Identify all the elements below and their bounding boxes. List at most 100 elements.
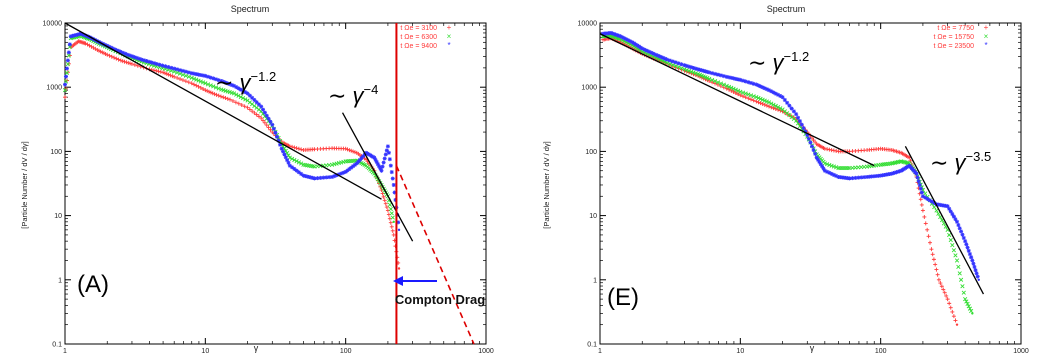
data-point bbox=[349, 148, 354, 153]
data-point bbox=[196, 72, 201, 77]
data-point bbox=[356, 159, 361, 164]
data-point bbox=[243, 90, 248, 95]
data-point bbox=[175, 70, 180, 75]
data-point bbox=[384, 148, 389, 153]
data-point bbox=[670, 62, 675, 68]
data-point bbox=[731, 86, 736, 91]
data-point bbox=[321, 175, 326, 180]
data-point bbox=[231, 83, 236, 88]
legend-marker-icon: + bbox=[984, 23, 989, 32]
data-point bbox=[111, 46, 116, 51]
data-point bbox=[343, 169, 348, 174]
data-point bbox=[380, 191, 385, 196]
data-point bbox=[771, 106, 776, 111]
data-point bbox=[743, 91, 748, 96]
data-point bbox=[330, 174, 335, 179]
data-point bbox=[166, 72, 171, 77]
data-point bbox=[186, 80, 191, 85]
data-point bbox=[729, 88, 734, 93]
data-point bbox=[276, 138, 281, 143]
data-point bbox=[853, 175, 858, 180]
data-point bbox=[234, 85, 239, 90]
data-point bbox=[914, 171, 919, 176]
data-point bbox=[149, 60, 154, 65]
data-point bbox=[829, 163, 834, 168]
data-point bbox=[771, 102, 776, 107]
data-point bbox=[384, 205, 389, 210]
data-point bbox=[799, 122, 804, 127]
data-point bbox=[956, 223, 961, 228]
data-point bbox=[390, 176, 395, 181]
data-point bbox=[624, 37, 629, 42]
data-point bbox=[247, 93, 252, 98]
data-point bbox=[240, 96, 246, 101]
x-axis-label: γ bbox=[810, 343, 815, 353]
data-point bbox=[382, 198, 387, 203]
extrapolation-line bbox=[395, 165, 475, 345]
data-point bbox=[259, 116, 264, 121]
data-point bbox=[975, 274, 980, 279]
y-tick-label: 1000 bbox=[46, 85, 62, 92]
data-point bbox=[640, 46, 645, 51]
data-point bbox=[345, 168, 350, 173]
data-point bbox=[170, 74, 175, 79]
data-point bbox=[180, 72, 186, 77]
data-point bbox=[83, 33, 88, 38]
data-point bbox=[856, 175, 861, 180]
data-point bbox=[231, 91, 237, 96]
data-point bbox=[834, 173, 839, 178]
data-point bbox=[160, 63, 165, 68]
data-point bbox=[718, 73, 723, 78]
data-points bbox=[600, 30, 980, 326]
data-point bbox=[794, 118, 799, 123]
data-point bbox=[612, 32, 617, 37]
data-point bbox=[874, 174, 879, 179]
data-point bbox=[684, 67, 689, 73]
data-point bbox=[122, 59, 127, 64]
data-point bbox=[961, 235, 966, 240]
data-point bbox=[286, 153, 291, 158]
data-point bbox=[299, 147, 304, 152]
data-point bbox=[827, 170, 832, 175]
data-point bbox=[969, 255, 974, 260]
data-point bbox=[929, 199, 934, 204]
data-point bbox=[965, 245, 970, 250]
data-point bbox=[917, 182, 922, 187]
data-point bbox=[208, 83, 213, 88]
data-point bbox=[388, 206, 393, 212]
data-point bbox=[282, 152, 287, 157]
data-point bbox=[891, 171, 896, 176]
data-point bbox=[254, 100, 259, 105]
data-point bbox=[352, 162, 357, 167]
data-point bbox=[64, 70, 70, 75]
data-point bbox=[724, 83, 729, 88]
data-point bbox=[684, 63, 689, 68]
data-point bbox=[129, 61, 134, 66]
data-point bbox=[391, 182, 396, 187]
data-point bbox=[862, 175, 867, 180]
data-point bbox=[218, 94, 223, 99]
legend-entry-label: t Ωe = 3100 bbox=[400, 25, 437, 32]
data-point bbox=[953, 253, 958, 258]
data-point bbox=[262, 110, 267, 115]
compton-drag-annotation: Compton Drag bbox=[393, 276, 485, 307]
data-point bbox=[796, 115, 801, 120]
data-point bbox=[336, 172, 341, 177]
data-point bbox=[113, 47, 118, 52]
data-point bbox=[950, 243, 955, 248]
data-point bbox=[166, 65, 171, 70]
chart-panel-e: Spectrum [Particle Number / dV / dγ] γ 1… bbox=[542, 4, 1029, 354]
data-point bbox=[699, 68, 704, 73]
data-point bbox=[729, 75, 734, 80]
data-point bbox=[820, 164, 825, 169]
data-point bbox=[785, 100, 790, 105]
data-point bbox=[256, 102, 261, 107]
data-point bbox=[950, 212, 955, 217]
data-point bbox=[934, 208, 939, 213]
legend-marker-icon: + bbox=[447, 23, 452, 32]
data-point bbox=[712, 79, 718, 84]
fit-line bbox=[341, 112, 414, 242]
data-point bbox=[115, 48, 120, 53]
panel-label: (E) bbox=[607, 284, 639, 311]
data-point bbox=[389, 211, 394, 216]
